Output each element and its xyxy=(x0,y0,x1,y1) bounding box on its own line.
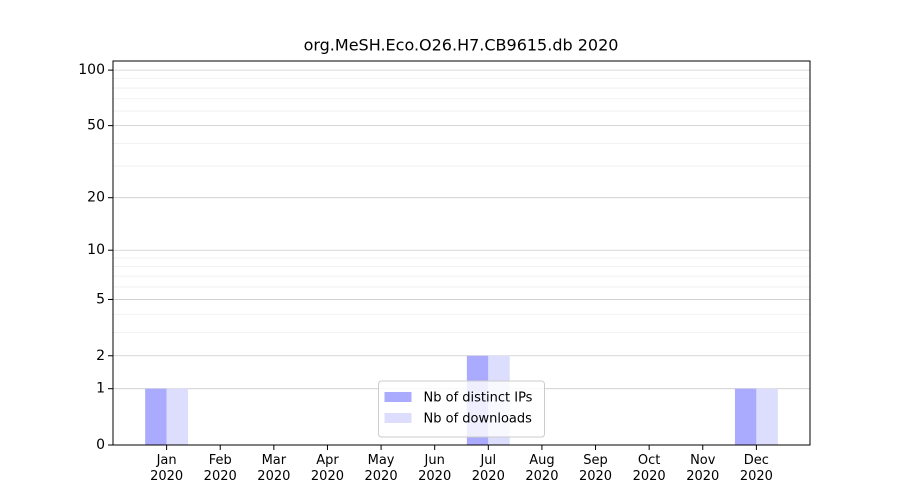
x-tick-label: Mar 2020 xyxy=(257,453,291,484)
legend-label: Nb of downloads xyxy=(424,412,533,427)
y-tick-label: 0 xyxy=(96,437,105,453)
legend-box xyxy=(378,380,545,438)
x-tick-label: Jul 2020 xyxy=(471,453,505,484)
x-tick-label: Apr 2020 xyxy=(310,453,344,484)
x-tick-label: Jan 2020 xyxy=(150,453,184,484)
bar xyxy=(734,388,757,445)
x-tick-label: May 2020 xyxy=(364,453,398,484)
x-tick-label: Jun 2020 xyxy=(418,453,452,484)
legend-swatch xyxy=(384,413,412,423)
x-tick-label: Nov 2020 xyxy=(686,453,720,484)
x-tick-label: Feb 2020 xyxy=(203,453,237,484)
x-tick-label: Oct 2020 xyxy=(632,453,666,484)
y-tick-label: 50 xyxy=(87,118,105,134)
y-tick-label: 2 xyxy=(96,348,105,364)
y-tick-label: 1 xyxy=(96,381,105,397)
bar xyxy=(145,388,167,445)
x-tick-label: Dec 2020 xyxy=(739,453,773,484)
legend-label: Nb of distinct IPs xyxy=(424,391,533,406)
y-tick-label: 10 xyxy=(87,242,105,258)
y-tick-label: 5 xyxy=(96,291,105,307)
plot-frame xyxy=(112,60,811,446)
x-tick-label: Sep 2020 xyxy=(578,453,613,484)
chart-title: org.MeSH.Eco.O26.H7.CB9615.db 2020 xyxy=(304,36,619,55)
bar xyxy=(166,388,189,445)
y-tick-label: 20 xyxy=(87,190,105,206)
legend-swatch xyxy=(384,392,412,402)
y-tick-label: 100 xyxy=(78,62,105,78)
x-tick-label: Aug 2020 xyxy=(525,453,559,484)
bar xyxy=(756,388,778,445)
